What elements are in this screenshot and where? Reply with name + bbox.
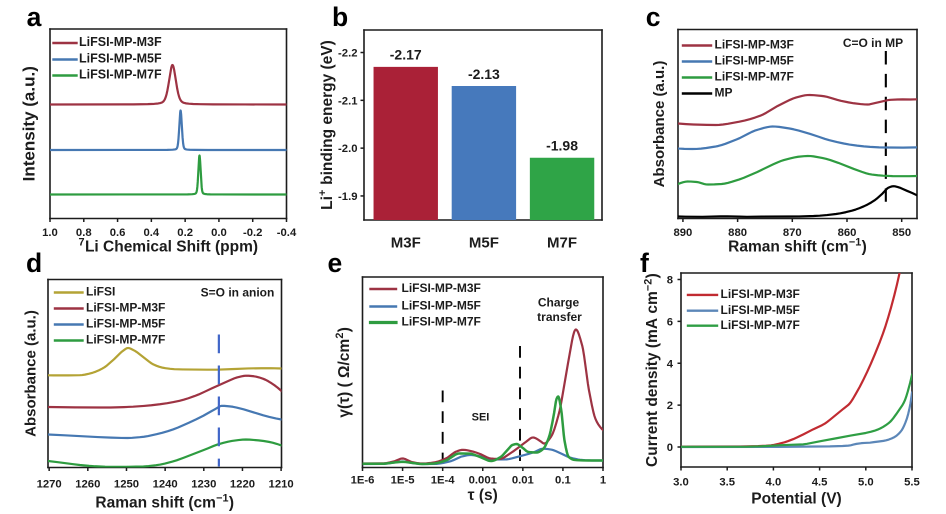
svg-text:1E-4: 1E-4	[431, 475, 456, 487]
svg-text:LiFSI-MP-M5F: LiFSI-MP-M5F	[79, 52, 162, 66]
svg-text:0.2: 0.2	[177, 227, 193, 239]
svg-text:R a m a: R a m a n s h i f t ( c m ) − 1	[728, 233, 871, 256]
svg-text:γ ( τ ): γ ( τ ) ( Ω / c m ) 2	[334, 323, 353, 418]
svg-text:SEI: SEI	[472, 411, 490, 423]
svg-text:a: a	[27, 2, 42, 32]
svg-text:5.5: 5.5	[904, 477, 920, 489]
svg-text:890: 890	[673, 227, 692, 239]
svg-text:LiFSI-MP-M3F: LiFSI-MP-M3F	[402, 281, 481, 295]
svg-text:S=O in anion: S=O in anion	[201, 286, 275, 300]
svg-text:860: 860	[838, 227, 857, 239]
svg-text:b: b	[332, 2, 348, 32]
svg-text:2: 2	[667, 400, 673, 412]
svg-text:1230: 1230	[191, 479, 216, 491]
svg-text:870: 870	[783, 227, 802, 239]
svg-text:MP: MP	[715, 86, 733, 100]
svg-text:7 L i: 7 L i C h e m i c a l S h i f t ( p p m	[78, 233, 258, 256]
svg-text:M7F: M7F	[547, 234, 577, 251]
svg-text:f: f	[640, 248, 649, 278]
svg-text:0.1: 0.1	[555, 475, 571, 487]
svg-text:1260: 1260	[75, 479, 100, 491]
svg-text:LiFSI-MP-M5F: LiFSI-MP-M5F	[721, 303, 800, 317]
svg-text:Intensity (a.u.): Intensity (a.u.)	[19, 66, 38, 181]
svg-text:M5F: M5F	[469, 234, 499, 251]
svg-text:LiFSI: LiFSI	[86, 285, 115, 299]
svg-text:d: d	[26, 248, 42, 278]
svg-text:LiFSI-MP-M5F: LiFSI-MP-M5F	[86, 317, 165, 331]
svg-text:e: e	[328, 248, 343, 278]
svg-text:1240: 1240	[153, 479, 178, 491]
svg-text:0: 0	[667, 442, 673, 454]
svg-text:-1.98: -1.98	[546, 138, 578, 154]
svg-text:1E-5: 1E-5	[391, 475, 415, 487]
svg-text:1220: 1220	[230, 479, 255, 491]
svg-text:1250: 1250	[114, 479, 139, 491]
svg-text:0.01: 0.01	[512, 475, 534, 487]
svg-text:LiFSI-MP-M3F: LiFSI-MP-M3F	[86, 301, 165, 315]
svg-text:3.0: 3.0	[673, 477, 689, 489]
svg-text:-2.17: -2.17	[390, 47, 422, 63]
svg-text:-2.0: -2.0	[338, 143, 357, 155]
svg-text:L i b: L i b i n d i n g e n e r g y ( e V ) +	[317, 36, 336, 210]
svg-text:LiFSI-MP-M5F: LiFSI-MP-M5F	[715, 54, 794, 68]
svg-text:Absorbance (a.u.): Absorbance (a.u.)	[22, 310, 39, 437]
svg-text:850: 850	[892, 227, 911, 239]
svg-text:-2.2: -2.2	[338, 48, 357, 60]
svg-text:LiFSI-MP-M3F: LiFSI-MP-M3F	[79, 35, 162, 49]
svg-text:0.8: 0.8	[76, 227, 92, 239]
svg-text:1.0: 1.0	[42, 227, 58, 239]
svg-text:1E-6: 1E-6	[351, 475, 375, 487]
svg-text:0.0: 0.0	[211, 227, 227, 239]
svg-text:6: 6	[667, 316, 673, 328]
svg-text:R a m a: R a m a n s h i f t ( c m ) − 1	[95, 489, 238, 512]
svg-text:-0.2: -0.2	[243, 227, 262, 239]
svg-text:-2.13: -2.13	[468, 66, 500, 82]
svg-text:4.0: 4.0	[766, 477, 782, 489]
svg-text:4.5: 4.5	[812, 477, 828, 489]
svg-text:C u r r: C u r r e n t d e n s i t y ( m A c m )	[638, 269, 661, 467]
svg-text:LiFSI-MP-M5F: LiFSI-MP-M5F	[402, 299, 481, 313]
svg-text:LiFSI-MP-M7F: LiFSI-MP-M7F	[79, 68, 162, 82]
svg-text:5.0: 5.0	[858, 477, 874, 489]
svg-text:Absorbance (a.u.): Absorbance (a.u.)	[651, 61, 668, 188]
svg-text:τ ( s: τ ( s )	[468, 487, 498, 504]
svg-text:C=O in MP: C=O in MP	[843, 36, 903, 50]
svg-text:0.001: 0.001	[469, 475, 497, 487]
svg-text:Charge: Charge	[538, 296, 580, 310]
svg-text:1: 1	[600, 475, 606, 487]
svg-text:LiFSI-MP-M3F: LiFSI-MP-M3F	[721, 287, 800, 301]
svg-text:-2.1: -2.1	[338, 95, 357, 107]
svg-text:c: c	[646, 2, 661, 32]
svg-text:0.4: 0.4	[143, 227, 159, 239]
svg-text:1270: 1270	[37, 479, 62, 491]
svg-text:4: 4	[667, 358, 674, 370]
svg-text:LiFSI-MP-M7F: LiFSI-MP-M7F	[402, 315, 481, 329]
svg-text:LiFSI-MP-M7F: LiFSI-MP-M7F	[86, 333, 165, 347]
svg-text:-0.4: -0.4	[277, 227, 297, 239]
svg-text:LiFSI-MP-M7F: LiFSI-MP-M7F	[721, 318, 800, 332]
svg-text:LiFSI-MP-M7F: LiFSI-MP-M7F	[715, 70, 794, 84]
svg-text:0.6: 0.6	[110, 227, 126, 239]
svg-text:Potential (V): Potential (V)	[751, 490, 841, 507]
svg-text:-1.9: -1.9	[338, 191, 357, 203]
svg-text:LiFSI-MP-M3F: LiFSI-MP-M3F	[715, 38, 794, 52]
svg-text:M3F: M3F	[391, 234, 421, 251]
svg-text:8: 8	[667, 275, 673, 287]
svg-text:3.5: 3.5	[719, 477, 735, 489]
svg-text:transfer: transfer	[537, 310, 582, 324]
svg-text:880: 880	[728, 227, 747, 239]
svg-text:1210: 1210	[269, 479, 294, 491]
